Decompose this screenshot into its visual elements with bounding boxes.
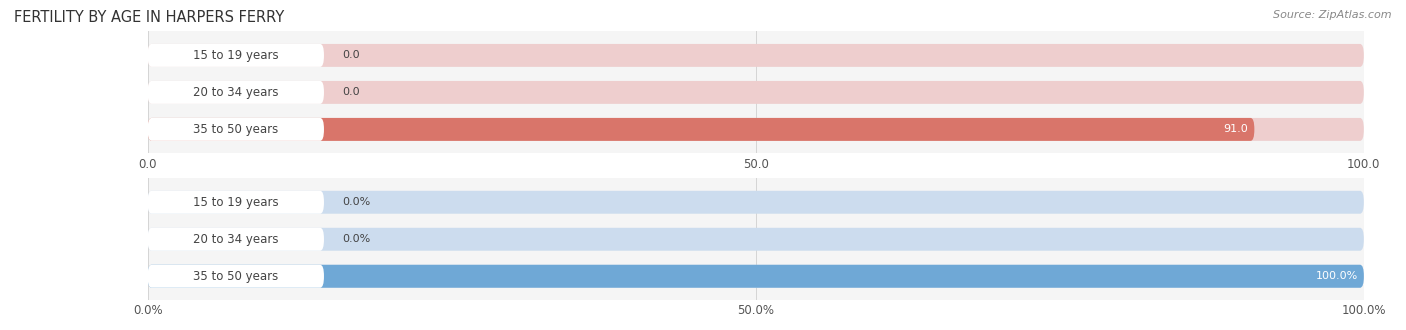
Text: 91.0: 91.0 (1223, 124, 1249, 134)
FancyBboxPatch shape (148, 118, 1254, 141)
Text: 15 to 19 years: 15 to 19 years (193, 196, 278, 209)
FancyBboxPatch shape (148, 265, 323, 288)
FancyBboxPatch shape (148, 118, 323, 141)
Text: 35 to 50 years: 35 to 50 years (193, 270, 278, 283)
FancyBboxPatch shape (148, 265, 1364, 288)
Text: 0.0: 0.0 (342, 87, 360, 97)
FancyBboxPatch shape (148, 265, 1364, 288)
FancyBboxPatch shape (148, 118, 1364, 141)
FancyBboxPatch shape (148, 191, 323, 214)
Text: Source: ZipAtlas.com: Source: ZipAtlas.com (1274, 10, 1392, 20)
Text: 15 to 19 years: 15 to 19 years (193, 49, 278, 62)
Text: 20 to 34 years: 20 to 34 years (193, 233, 278, 246)
FancyBboxPatch shape (148, 228, 1364, 251)
Text: 0.0%: 0.0% (342, 197, 370, 207)
FancyBboxPatch shape (148, 81, 323, 104)
Text: 0.0%: 0.0% (342, 234, 370, 244)
Text: 100.0%: 100.0% (1316, 271, 1358, 281)
Text: FERTILITY BY AGE IN HARPERS FERRY: FERTILITY BY AGE IN HARPERS FERRY (14, 10, 284, 25)
FancyBboxPatch shape (148, 228, 323, 251)
FancyBboxPatch shape (148, 191, 1364, 214)
FancyBboxPatch shape (148, 44, 323, 67)
FancyBboxPatch shape (148, 44, 1364, 67)
FancyBboxPatch shape (148, 81, 1364, 104)
Text: 20 to 34 years: 20 to 34 years (193, 86, 278, 99)
Text: 35 to 50 years: 35 to 50 years (193, 123, 278, 136)
Text: 0.0: 0.0 (342, 50, 360, 60)
